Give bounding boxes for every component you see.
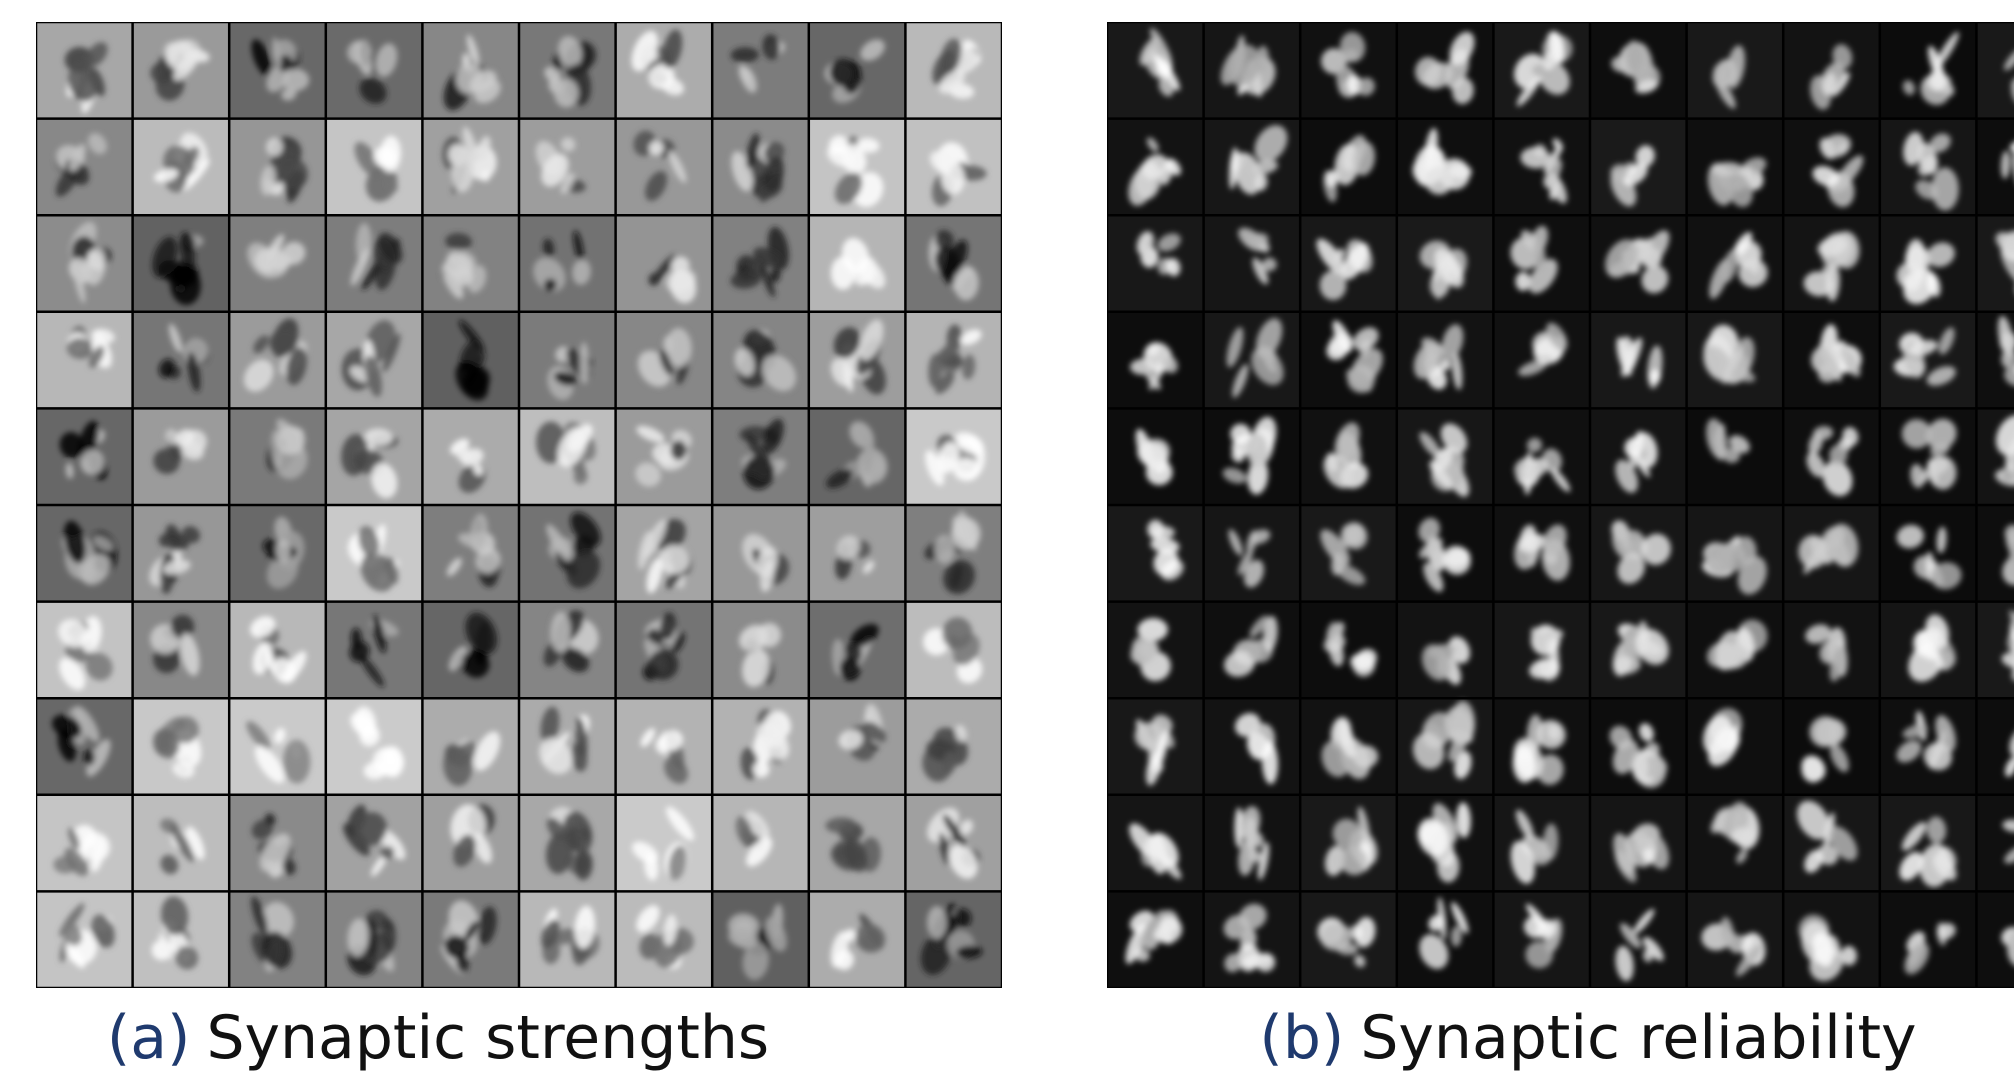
tile [1397,698,1494,795]
tile [1880,22,1977,119]
panel-caption: Synaptic strengths [206,1003,769,1073]
tile [1880,408,1977,505]
tile [1493,891,1590,988]
tile [326,698,423,795]
stroke-blob [554,79,579,108]
figure: (a)Synaptic strengths (b)Synaptic reliab… [0,0,2014,1086]
tile [1880,891,1977,988]
caption-b: (b)Synaptic reliability [1259,1003,1916,1073]
tile [616,795,713,892]
stroke-blob [1903,273,1921,292]
tile [1397,891,1494,988]
tile [1300,505,1397,602]
tile [1107,505,1204,602]
tile [1976,602,2014,699]
panel-label: (b) [1259,1003,1344,1073]
tile [712,22,809,119]
tile [1493,408,1590,505]
tile [1976,698,2014,795]
tile [1880,312,1977,409]
tile [616,119,713,216]
tile [133,312,230,409]
tile [1783,119,1880,216]
tile [229,312,326,409]
reliability-grid [1107,22,2014,988]
tile [1976,22,2014,119]
stroke-blob [927,906,947,939]
strength-grid [36,22,1002,988]
tile [36,312,133,409]
tile [326,215,423,312]
tile [519,215,616,312]
tile [326,22,423,119]
tile [1300,602,1397,699]
tile [1204,215,1301,312]
tile [1590,312,1687,409]
tile [1976,505,2014,602]
panel-label: (a) [107,1003,191,1073]
panel-caption: Synaptic reliability [1360,1003,1916,1073]
caption-a: (a)Synaptic strengths [107,1003,769,1073]
page: (a)Synaptic strengths (b)Synaptic reliab… [0,0,2014,1086]
tile [1976,795,2014,892]
tile [1493,505,1590,602]
tile [422,505,519,602]
